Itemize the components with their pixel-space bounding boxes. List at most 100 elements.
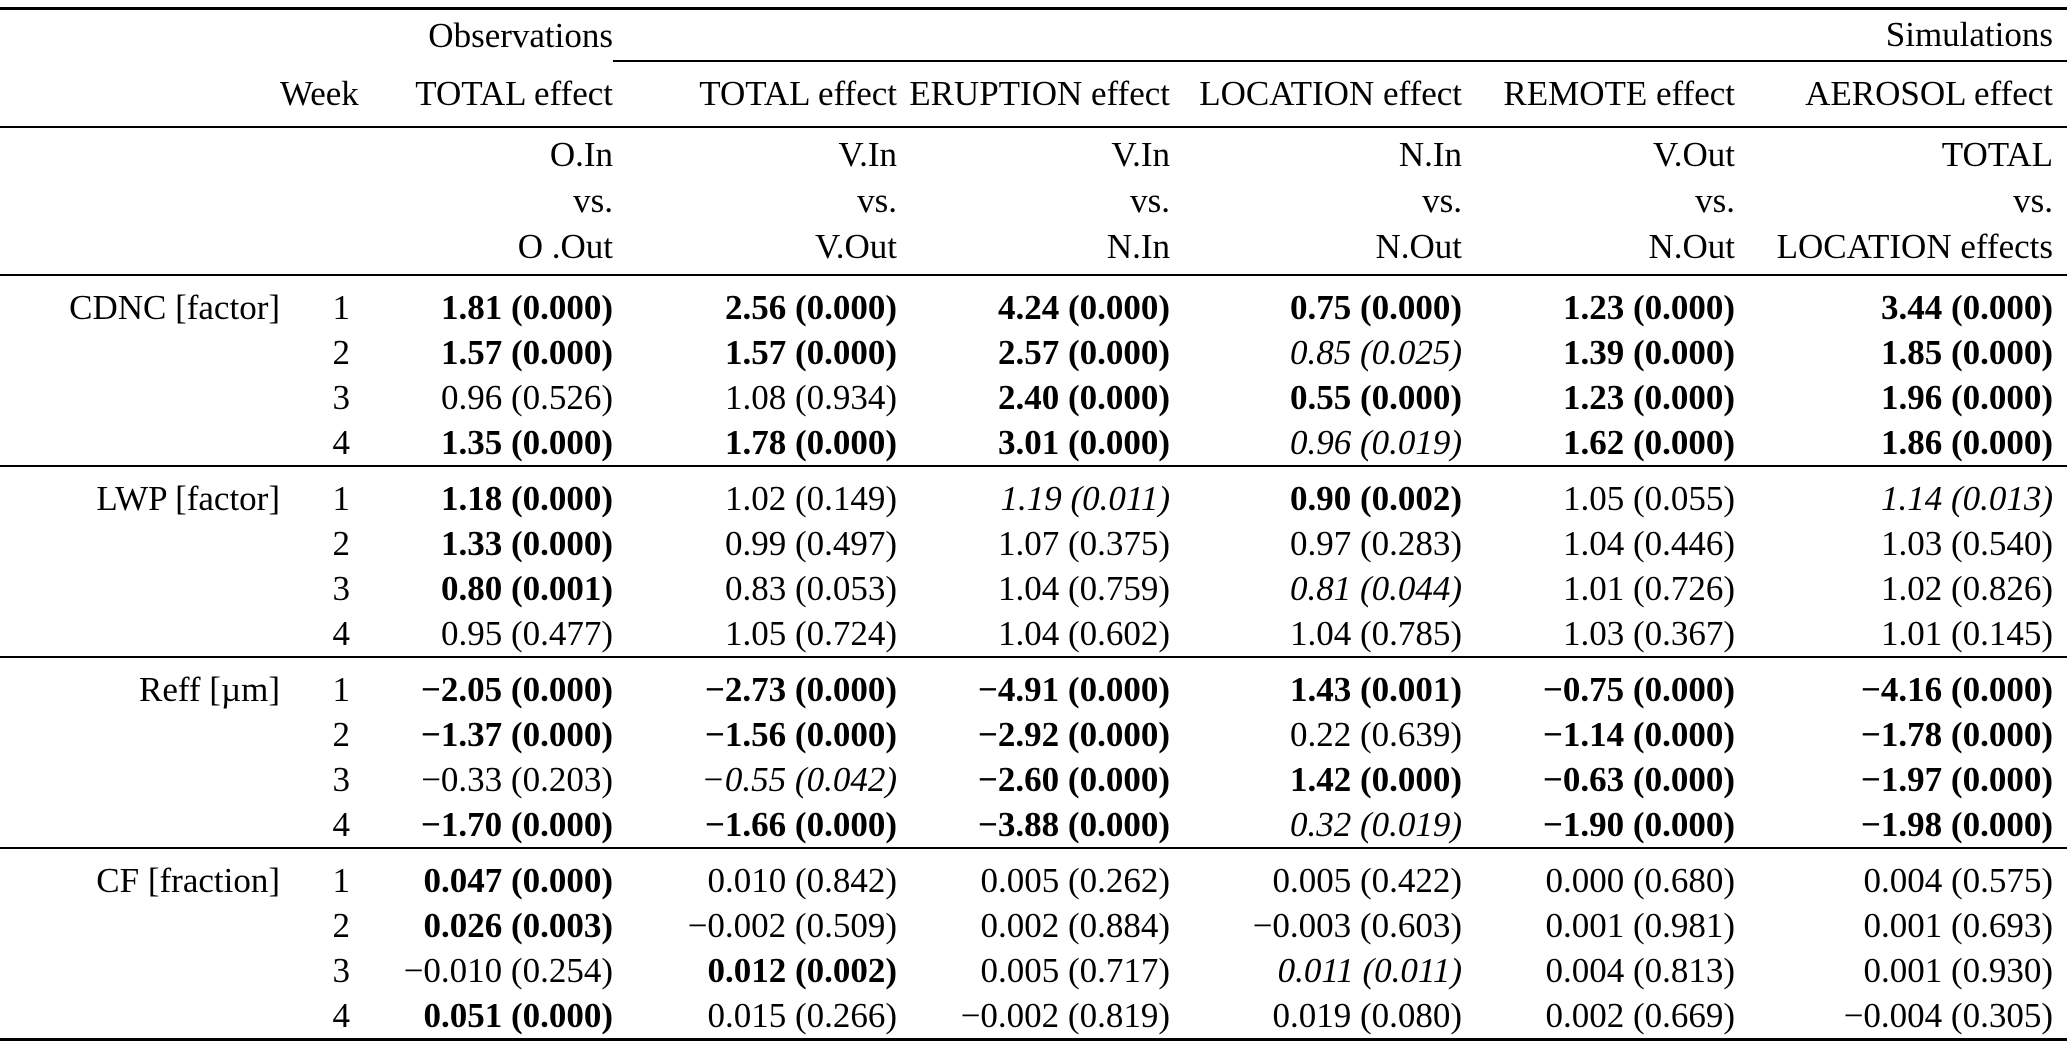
group-label	[0, 611, 280, 658]
effect-cell: 0.81 (0.044)	[1289, 568, 1462, 608]
group-label	[0, 566, 280, 611]
effect-cell: 0.97 (0.283)	[1289, 523, 1462, 563]
table-row: 3 0.96 (0.526) 1.08 (0.934) 2.40 (0.000) 0.5…	[0, 375, 2067, 420]
effect-cell: 1.35 (0.000)	[350, 420, 613, 467]
week-cell: 4	[280, 993, 350, 1041]
col-header-week: Week	[280, 61, 359, 128]
subheader-line: N.In	[1106, 227, 1170, 266]
subheader-row: O.In vs. O .Out V.In vs. V.Out V.In vs. …	[0, 127, 2067, 276]
effect-cell: 1.19 (0.011)	[1000, 478, 1170, 518]
table-row: LWP [factor] 1 1.18 (0.000) 1.02 (0.149) 1.1…	[0, 466, 2067, 521]
effect-cell: 0.005 (0.422)	[1272, 860, 1462, 900]
table-row: 2 −1.37 (0.000) −1.56 (0.000) −2.92 (0.000)…	[0, 712, 2067, 757]
col-header-location: LOCATION effect	[1170, 61, 1462, 128]
subheader-line: vs.	[573, 181, 613, 220]
week-cell: 2	[332, 905, 351, 945]
subheader-line: O .Out	[517, 227, 613, 266]
group-label	[0, 712, 280, 757]
effect-cell: 3.44 (0.000)	[1880, 287, 2053, 327]
table-row: 3 −0.010 (0.254) 0.012 (0.002) 0.005 (0.717…	[0, 948, 2067, 993]
group-label	[0, 375, 280, 420]
subheader-line: vs.	[1422, 181, 1462, 220]
group-label	[0, 420, 280, 467]
week-cell: 4	[280, 611, 350, 658]
col-header-obs-total: TOTAL effect	[350, 61, 613, 128]
effect-cell: 1.43 (0.001)	[1289, 669, 1462, 709]
week-cell: 1	[332, 860, 351, 900]
table-row: 4 0.95 (0.477) 1.05 (0.724) 1.04 (0.602) 1.0…	[0, 611, 2067, 658]
week-cell: 2	[332, 523, 351, 563]
week-cell: 3	[332, 568, 351, 608]
effect-cell: −2.05 (0.000)	[420, 669, 613, 709]
table-row: 2 0.026 (0.003) −0.002 (0.509) 0.002 (0.884…	[0, 903, 2067, 948]
effect-cell: 1.62 (0.000)	[1462, 420, 1735, 467]
effect-cell: 0.005 (0.262)	[980, 860, 1170, 900]
effect-cell: 0.051 (0.000)	[350, 993, 613, 1041]
effect-cell: −2.60 (0.000)	[977, 759, 1170, 799]
effect-cell: 1.14 (0.013)	[1880, 478, 2053, 518]
effects-table: Observations Simulations Week TOTAL effe…	[0, 7, 2067, 1041]
subheader-line: V.Out	[814, 227, 897, 266]
week-cell: 3	[332, 759, 351, 799]
group-label	[0, 948, 280, 993]
effect-cell: 0.22 (0.639)	[1289, 714, 1462, 754]
effect-cell: 0.90 (0.002)	[1289, 478, 1462, 518]
effect-cell: 0.026 (0.003)	[423, 905, 613, 945]
subheader-line: N.Out	[1375, 227, 1462, 266]
effect-cell: 0.004 (0.813)	[1545, 950, 1735, 990]
table-row: 2 1.57 (0.000) 1.57 (0.000) 2.57 (0.000) 0.8…	[0, 330, 2067, 375]
effect-cell: 0.75 (0.000)	[1289, 287, 1462, 327]
subheader-remote: V.Out vs. N.Out	[1462, 127, 1735, 276]
week-cell: 4	[280, 802, 350, 849]
effect-cell: −0.33 (0.203)	[421, 759, 613, 799]
table-row: 4 0.051 (0.000) 0.015 (0.266) −0.002 (0.819…	[0, 993, 2067, 1041]
effect-cell: 1.23 (0.000)	[1562, 287, 1735, 327]
effect-cell: 1.03 (0.540)	[1880, 523, 2053, 563]
effect-cell: 1.81 (0.000)	[440, 287, 613, 327]
effect-cell: 0.99 (0.497)	[724, 523, 897, 563]
effect-cell: 1.42 (0.000)	[1289, 759, 1462, 799]
table-row: 4 −1.70 (0.000) −1.66 (0.000) −3.88 (0.000)…	[0, 802, 2067, 849]
simulations-group-header: Simulations	[613, 8, 2067, 62]
week-cell: 1	[332, 478, 351, 518]
effect-cell: 1.86 (0.000)	[1735, 420, 2067, 467]
table-row: 4 1.35 (0.000) 1.78 (0.000) 3.01 (0.000) 0.9…	[0, 420, 2067, 467]
effect-cell: −1.90 (0.000)	[1462, 802, 1735, 849]
effect-cell: −1.98 (0.000)	[1735, 802, 2067, 849]
effect-cell: 0.012 (0.002)	[707, 950, 897, 990]
group-label: Reff [µm]	[138, 669, 280, 709]
week-cell: 3	[332, 950, 351, 990]
table-row: 2 1.33 (0.000) 0.99 (0.497) 1.07 (0.375) 0.9…	[0, 521, 2067, 566]
effect-cell: 1.18 (0.000)	[440, 478, 613, 518]
effect-cell: 0.80 (0.001)	[440, 568, 613, 608]
effect-cell: −0.63 (0.000)	[1542, 759, 1735, 799]
effect-cell: 0.83 (0.053)	[724, 568, 897, 608]
subheader-line: O.In	[549, 135, 613, 174]
subheader-line: V.In	[838, 135, 897, 174]
group-label	[0, 521, 280, 566]
effect-cell: 1.04 (0.759)	[997, 568, 1170, 608]
subheader-line: vs.	[1695, 181, 1735, 220]
week-cell: 1	[332, 287, 351, 327]
subheader-eruption: V.In vs. N.In	[897, 127, 1170, 276]
group-label	[0, 993, 280, 1041]
subheader-line: vs.	[1130, 181, 1170, 220]
week-cell: 1	[332, 669, 351, 709]
effect-cell: 2.56 (0.000)	[724, 287, 897, 327]
group-header-row: Observations Simulations	[0, 8, 2067, 62]
effect-cell: 1.05 (0.055)	[1562, 478, 1735, 518]
group-label	[0, 903, 280, 948]
effect-cell: 0.005 (0.717)	[980, 950, 1170, 990]
effect-cell: −2.92 (0.000)	[977, 714, 1170, 754]
week-cell: 2	[332, 332, 351, 372]
corner-cell	[0, 127, 350, 276]
week-cell: 4	[280, 420, 350, 467]
effect-cell: 1.57 (0.000)	[440, 332, 613, 372]
effect-cell: 1.01 (0.726)	[1562, 568, 1735, 608]
effect-cell: 1.23 (0.000)	[1562, 377, 1735, 417]
effect-cell: 0.001 (0.693)	[1863, 905, 2053, 945]
effect-cell: 1.04 (0.602)	[897, 611, 1170, 658]
effect-cell: 1.03 (0.367)	[1462, 611, 1735, 658]
effect-cell: 1.07 (0.375)	[997, 523, 1170, 563]
